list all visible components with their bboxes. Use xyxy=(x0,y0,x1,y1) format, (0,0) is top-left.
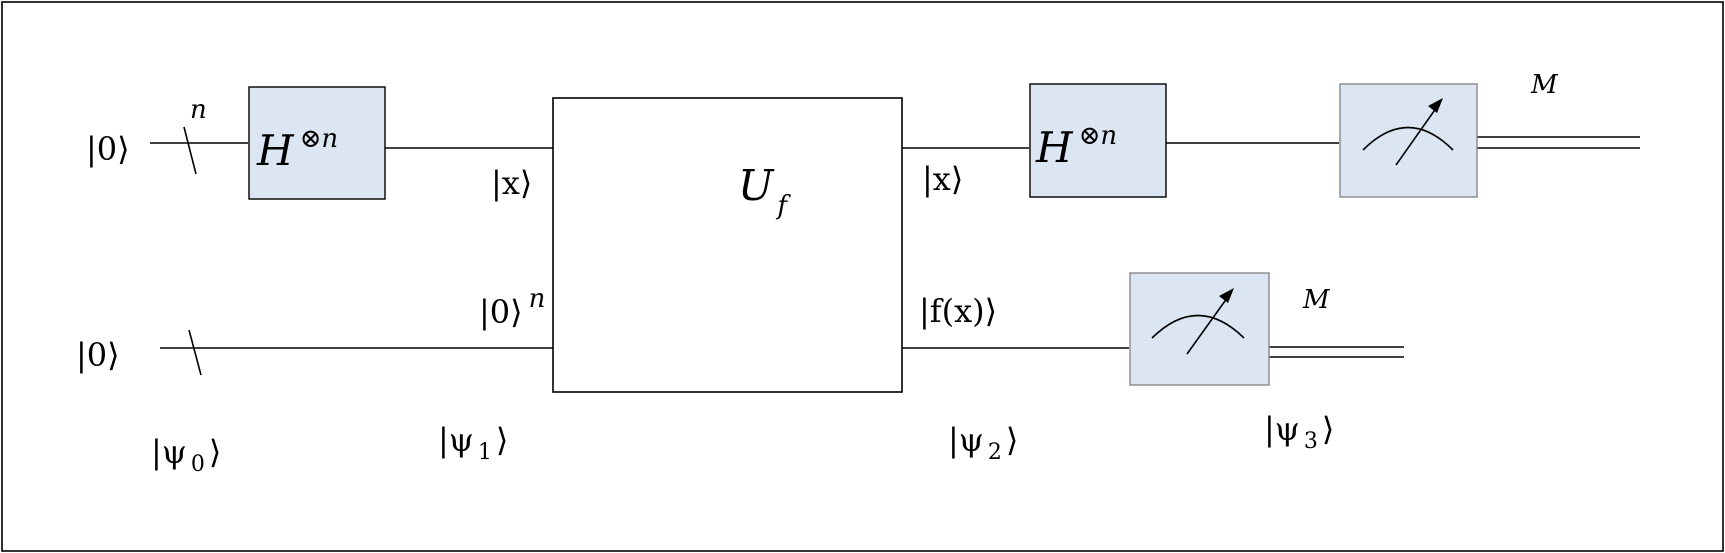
meter-needle-icon xyxy=(1395,103,1440,166)
top-register-slash xyxy=(183,126,197,175)
measurement-gate-bottom xyxy=(1129,272,1270,386)
state-psi-0: |ψ 0 ⟩ xyxy=(151,433,221,477)
state-psi-2: |ψ 2 ⟩ xyxy=(948,421,1018,465)
measure-top-label: M xyxy=(1530,70,1559,100)
measure-bottom-label: M xyxy=(1302,285,1331,315)
oracle-label: U f xyxy=(738,161,791,221)
bottom-input-ket: |0⟩ xyxy=(76,336,120,374)
meter-dial-icon xyxy=(1362,126,1454,151)
meter-arrowhead-icon xyxy=(1428,98,1443,113)
hadamard-1-label: H ⊗n xyxy=(256,124,338,175)
meter-dial-icon xyxy=(1151,314,1245,339)
hadamard-gate-2 xyxy=(1029,83,1167,198)
oracle-gate xyxy=(552,97,903,393)
oracle-bottom-input-label: |0⟩ n xyxy=(479,284,545,331)
oracle-bottom-output-label: |f(x)⟩ xyxy=(919,292,997,330)
top-input-ket: |0⟩ xyxy=(86,130,130,168)
hadamard-gate-1 xyxy=(248,86,386,200)
meter-needle-icon xyxy=(1186,293,1231,355)
measurement-gate-top xyxy=(1339,83,1478,198)
state-psi-1: |ψ 1 ⟩ xyxy=(438,421,508,465)
oracle-top-input-label: |x⟩ xyxy=(491,164,532,202)
bottom-register-slash xyxy=(188,329,202,376)
meter-arrowhead-icon xyxy=(1219,288,1234,303)
oracle-top-output-label: |x⟩ xyxy=(922,160,963,198)
state-psi-3: |ψ 3 ⟩ xyxy=(1264,410,1334,454)
top-register-width: n xyxy=(190,95,207,125)
hadamard-2-label: H ⊗n xyxy=(1035,121,1117,172)
